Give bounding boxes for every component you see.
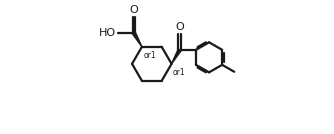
Text: or1: or1 — [144, 51, 156, 60]
Text: or1: or1 — [173, 68, 186, 77]
Text: O: O — [175, 22, 184, 32]
Polygon shape — [132, 32, 142, 47]
Text: O: O — [129, 5, 138, 15]
Polygon shape — [172, 49, 181, 64]
Text: HO: HO — [99, 28, 116, 38]
